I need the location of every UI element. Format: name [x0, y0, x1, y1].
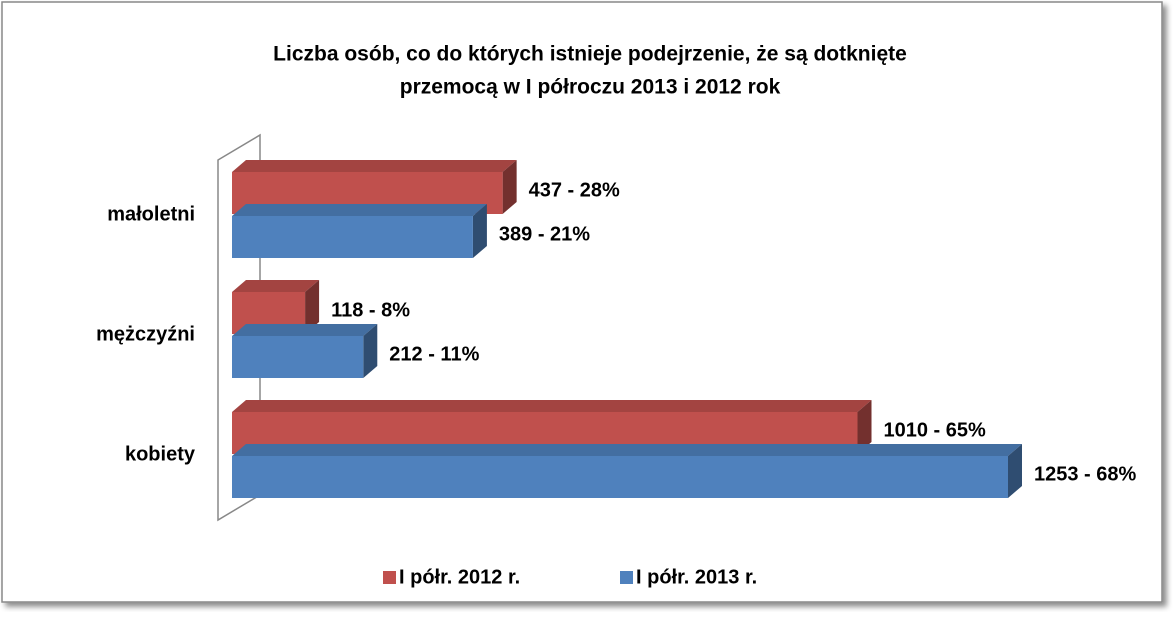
legend-label: I półr. 2012 r.: [399, 566, 520, 588]
data-label: 437 - 28%: [529, 179, 620, 201]
bar-side: [472, 204, 487, 258]
bar-top: [232, 160, 517, 172]
legend-swatch: [620, 571, 633, 584]
bar-side: [857, 400, 872, 454]
data-label: 212 - 11%: [389, 343, 479, 365]
bar-side: [305, 280, 320, 334]
bar-top: [232, 324, 378, 336]
bar-top: [232, 280, 320, 292]
category-label: małoletni: [107, 203, 195, 225]
legend-swatch: [383, 571, 396, 584]
legend-label: I półr. 2013 r.: [636, 566, 757, 588]
data-label: 389 - 21%: [499, 223, 590, 245]
data-label: 1253 - 68%: [1034, 463, 1137, 485]
bar-side: [502, 160, 517, 214]
category-label: mężczyźni: [96, 323, 195, 345]
bar-top: [232, 400, 872, 412]
data-label: 1010 - 65%: [884, 419, 987, 441]
bar-top: [232, 444, 1022, 456]
bar: [232, 216, 473, 258]
bar-side: [363, 324, 378, 378]
chart-subtitle: przemocą w I półroczu 2013 i 2012 rok: [400, 76, 781, 99]
bar: [232, 456, 1008, 498]
chart-frame: [1, 1, 1163, 603]
data-label: 118 - 8%: [331, 299, 410, 321]
bar: [232, 336, 364, 378]
category-label: kobiety: [125, 443, 196, 465]
bar-side: [1008, 444, 1022, 498]
chart-title: Liczba osób, co do których istnieje pode…: [273, 43, 907, 66]
bar-top: [232, 204, 487, 216]
